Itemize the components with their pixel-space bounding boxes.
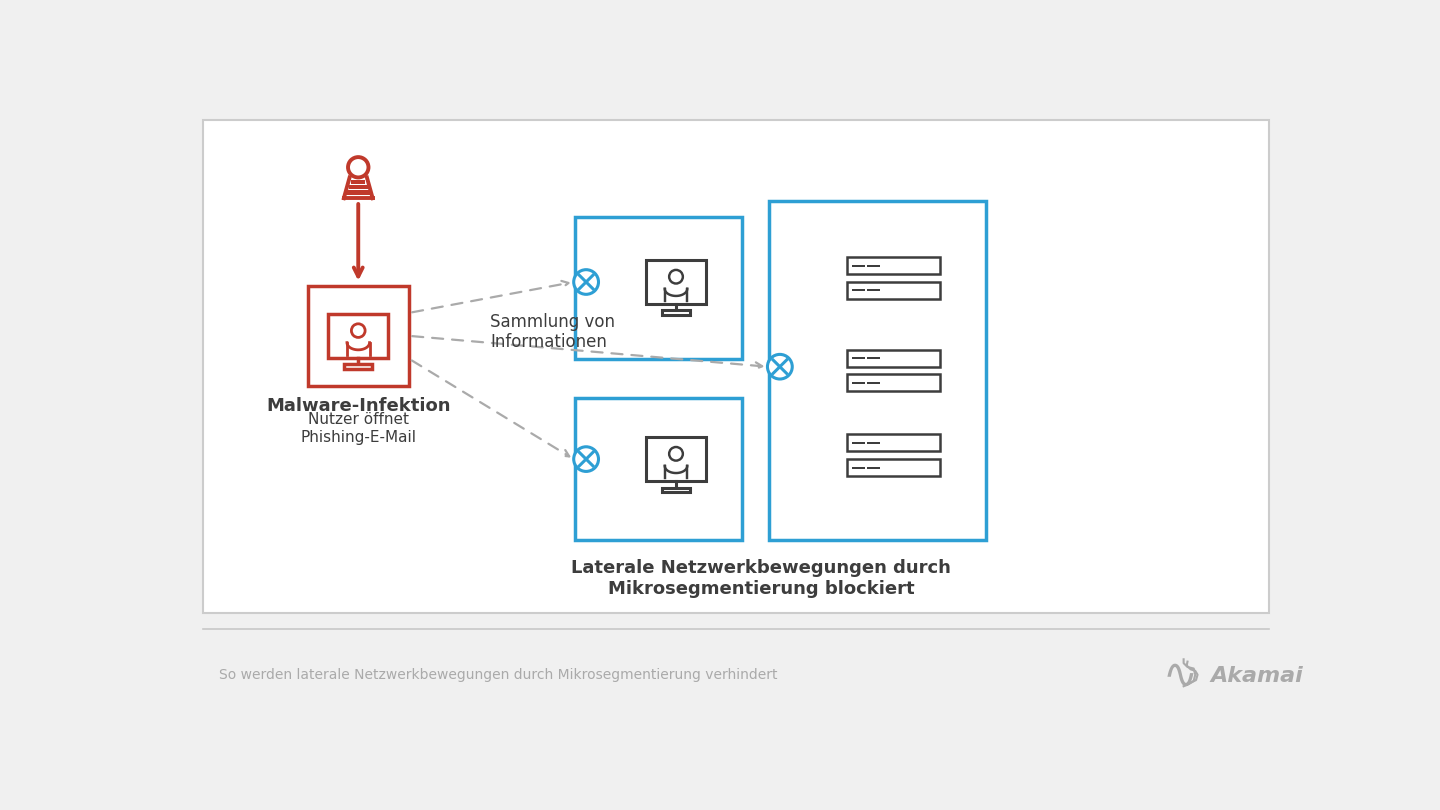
Circle shape [768, 355, 792, 379]
Bar [847, 350, 939, 367]
Bar [351, 180, 366, 184]
Text: So werden laterale Netzwerkbewegungen durch Mikrosegmentierung verhindert: So werden laterale Netzwerkbewegungen du… [219, 667, 778, 682]
Bar [847, 258, 939, 275]
Circle shape [573, 447, 599, 471]
Bar [328, 314, 389, 358]
Bar [645, 437, 706, 481]
Bar [575, 216, 742, 359]
Text: Akamai: Akamai [1211, 667, 1303, 686]
Text: Malware-Infektion: Malware-Infektion [266, 397, 451, 415]
Text: ∿: ∿ [1162, 655, 1197, 697]
Circle shape [573, 270, 599, 294]
Bar [662, 488, 690, 492]
Circle shape [348, 157, 369, 177]
Bar [645, 260, 706, 304]
Bar [662, 310, 690, 315]
Circle shape [670, 270, 683, 284]
Circle shape [351, 324, 366, 338]
Bar [847, 459, 939, 476]
Bar [347, 190, 370, 194]
Bar [575, 398, 742, 540]
Text: Sammlung von
Informationen: Sammlung von Informationen [490, 313, 615, 352]
Circle shape [670, 447, 683, 461]
Bar [203, 121, 1269, 613]
Bar [344, 364, 373, 369]
Bar [348, 185, 367, 190]
Bar [847, 434, 939, 451]
Text: Laterale Netzwerkbewegungen durch
Mikrosegmentierung blockiert: Laterale Netzwerkbewegungen durch Mikros… [572, 559, 952, 598]
Bar [847, 374, 939, 391]
Text: Nutzer öffnet
Phishing-E-Mail: Nutzer öffnet Phishing-E-Mail [301, 412, 416, 445]
Bar [308, 286, 409, 386]
Bar [847, 282, 939, 299]
Bar [769, 201, 986, 540]
